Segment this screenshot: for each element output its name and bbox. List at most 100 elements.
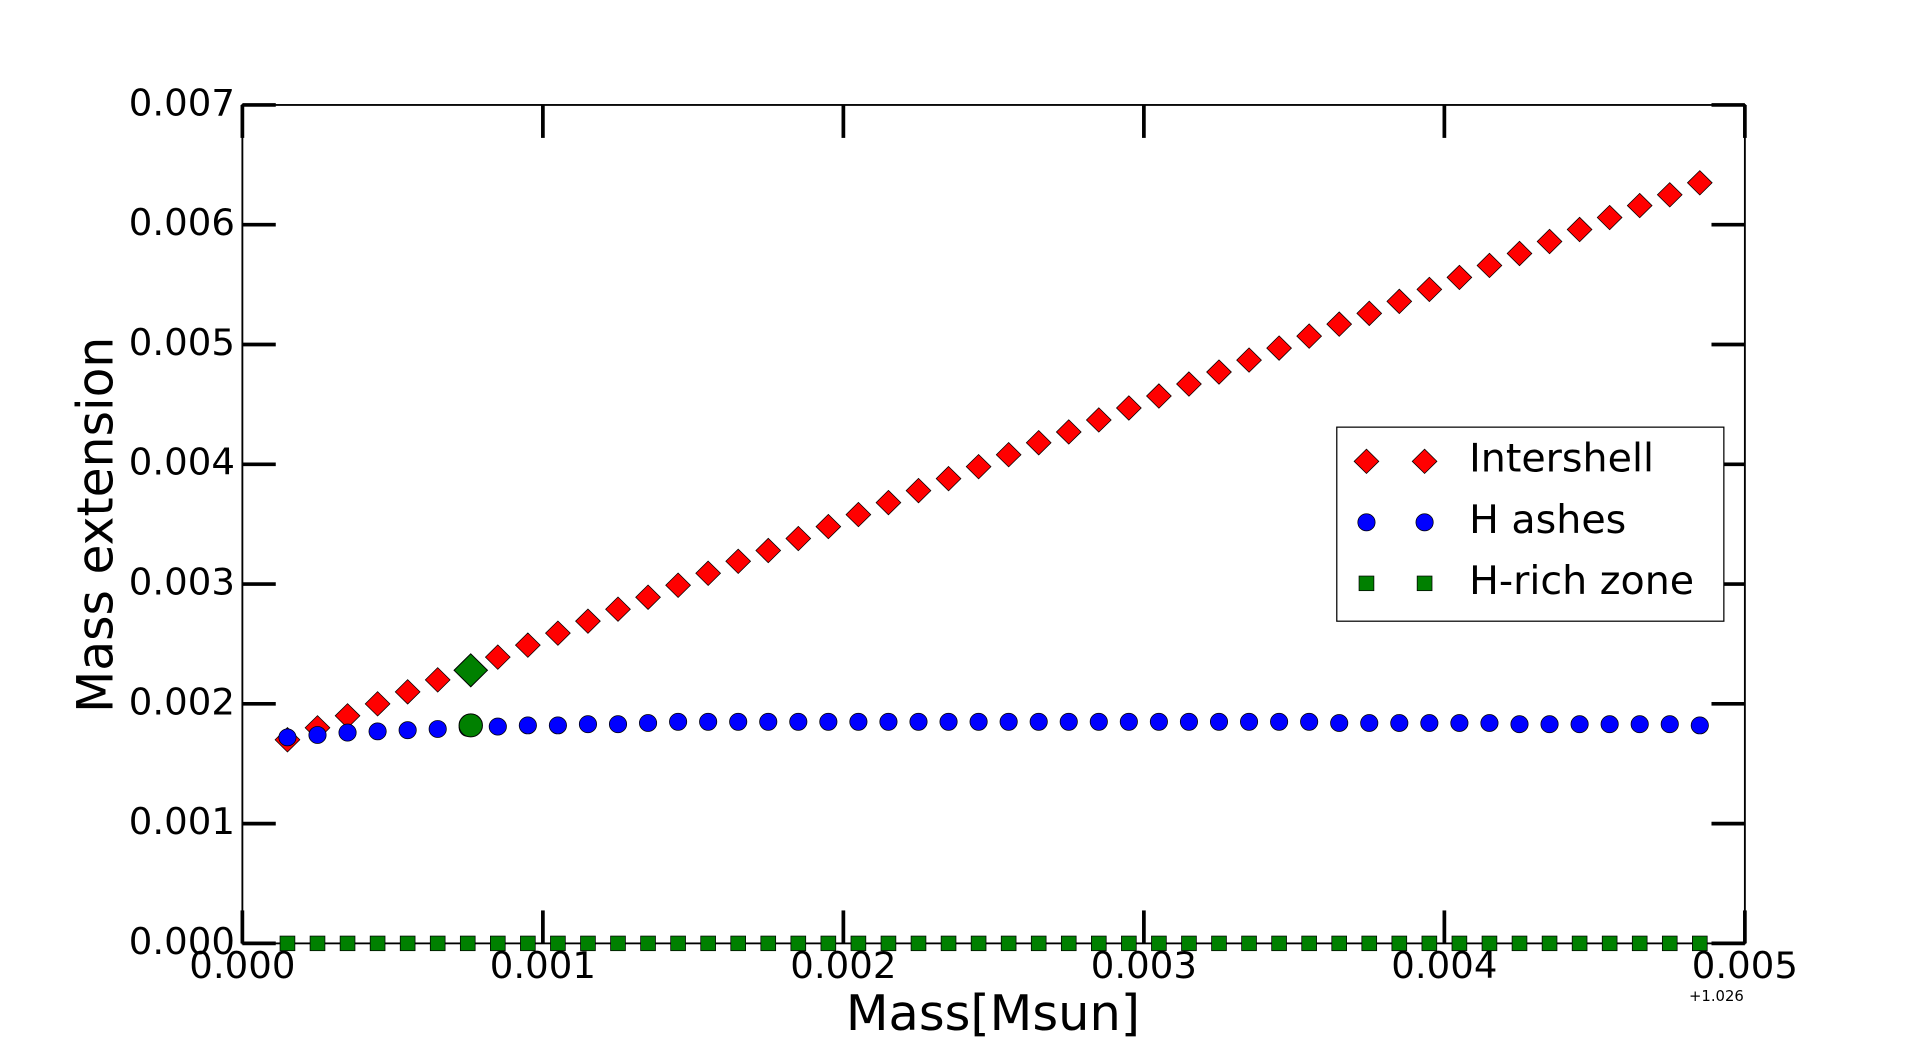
data-point — [1481, 935, 1498, 952]
data-point — [760, 935, 777, 952]
legend-label: H ashes — [1469, 498, 1626, 543]
data-point — [1331, 935, 1347, 952]
data-point — [575, 608, 601, 634]
data-point — [580, 935, 596, 952]
data-point — [399, 935, 416, 952]
data-point — [1211, 935, 1227, 952]
data-point — [1209, 712, 1229, 731]
data-point — [759, 712, 778, 731]
data-point — [730, 935, 746, 952]
highlight-point — [453, 653, 489, 688]
data-point — [339, 935, 356, 952]
data-point — [1270, 712, 1289, 731]
y-tick-label: 0.001 — [129, 800, 235, 843]
legend-marker — [1416, 575, 1433, 592]
data-point — [670, 935, 686, 952]
legend-marker — [1411, 448, 1438, 475]
data-point — [1451, 935, 1468, 952]
data-point — [640, 935, 656, 952]
data-point — [1271, 935, 1287, 952]
y-tick-label: 0.003 — [129, 561, 235, 604]
data-point — [1240, 712, 1259, 731]
data-point — [1356, 300, 1383, 327]
data-point — [459, 935, 476, 952]
x-tick-label: 0.003 — [1091, 944, 1197, 987]
data-point — [308, 726, 327, 744]
data-point — [545, 620, 571, 646]
data-point — [1301, 935, 1317, 952]
data-point — [970, 935, 987, 952]
data-point — [1541, 935, 1558, 952]
x-tick-label: 0.002 — [790, 944, 896, 987]
data-point — [1241, 935, 1257, 952]
legend-box — [1336, 426, 1725, 622]
x-tick-label: 0.001 — [490, 944, 596, 987]
data-point — [518, 716, 537, 735]
data-point — [1571, 935, 1588, 952]
data-point — [428, 720, 447, 738]
data-point — [1510, 715, 1529, 734]
y-tick-label: 0.007 — [129, 82, 235, 125]
data-point — [608, 715, 628, 734]
data-point — [905, 477, 932, 504]
data-point — [1181, 935, 1197, 952]
data-point — [789, 712, 808, 731]
data-point — [1450, 714, 1469, 732]
data-point — [969, 712, 988, 731]
legend-label: H-rich zone — [1469, 559, 1694, 604]
x-offset-label: +1.026 — [1689, 988, 1744, 1005]
data-point — [279, 935, 296, 952]
data-point — [1506, 240, 1533, 267]
data-point — [1361, 935, 1378, 952]
data-point — [875, 489, 902, 516]
data-point — [1296, 323, 1323, 349]
data-point — [550, 935, 566, 952]
data-point — [484, 644, 511, 670]
data-point — [1480, 714, 1499, 732]
data-point — [1000, 935, 1017, 952]
legend-marker — [1353, 448, 1380, 475]
x-tick-label: 0.000 — [189, 944, 295, 987]
data-point — [1115, 395, 1142, 421]
data-point — [278, 728, 297, 747]
data-point — [1300, 712, 1319, 731]
data-point — [1600, 715, 1619, 734]
data-point — [850, 935, 867, 952]
data-point — [785, 525, 812, 552]
data-point — [669, 712, 688, 731]
data-point — [1059, 712, 1078, 731]
data-point — [820, 935, 837, 952]
data-point — [940, 935, 957, 952]
data-point — [1476, 252, 1503, 279]
data-point — [1179, 712, 1198, 731]
data-point — [729, 712, 748, 731]
x-tick-label: 0.004 — [1391, 944, 1497, 987]
data-point — [790, 935, 807, 952]
data-point — [369, 935, 386, 952]
data-point — [1025, 430, 1052, 456]
plot-frame — [241, 104, 1746, 945]
data-point — [995, 441, 1022, 468]
data-point — [1029, 712, 1048, 731]
data-point — [368, 722, 387, 741]
data-point — [364, 691, 391, 717]
data-point — [1626, 192, 1653, 219]
data-point — [639, 714, 658, 732]
data-point — [309, 935, 326, 952]
data-point — [1089, 712, 1108, 731]
data-point — [1176, 371, 1202, 397]
data-point — [910, 935, 927, 952]
data-point — [1686, 170, 1713, 196]
data-point — [815, 513, 842, 540]
y-tick-label: 0.002 — [129, 680, 235, 723]
data-point — [1119, 712, 1138, 731]
data-point — [939, 712, 958, 731]
data-point — [1631, 935, 1648, 952]
data-point — [548, 716, 567, 735]
data-point — [514, 632, 541, 658]
x-axis-label: Mass[Msun] — [846, 984, 1140, 1042]
y-tick-label: 0.006 — [129, 201, 235, 244]
data-point — [520, 935, 536, 952]
data-point — [935, 465, 962, 492]
